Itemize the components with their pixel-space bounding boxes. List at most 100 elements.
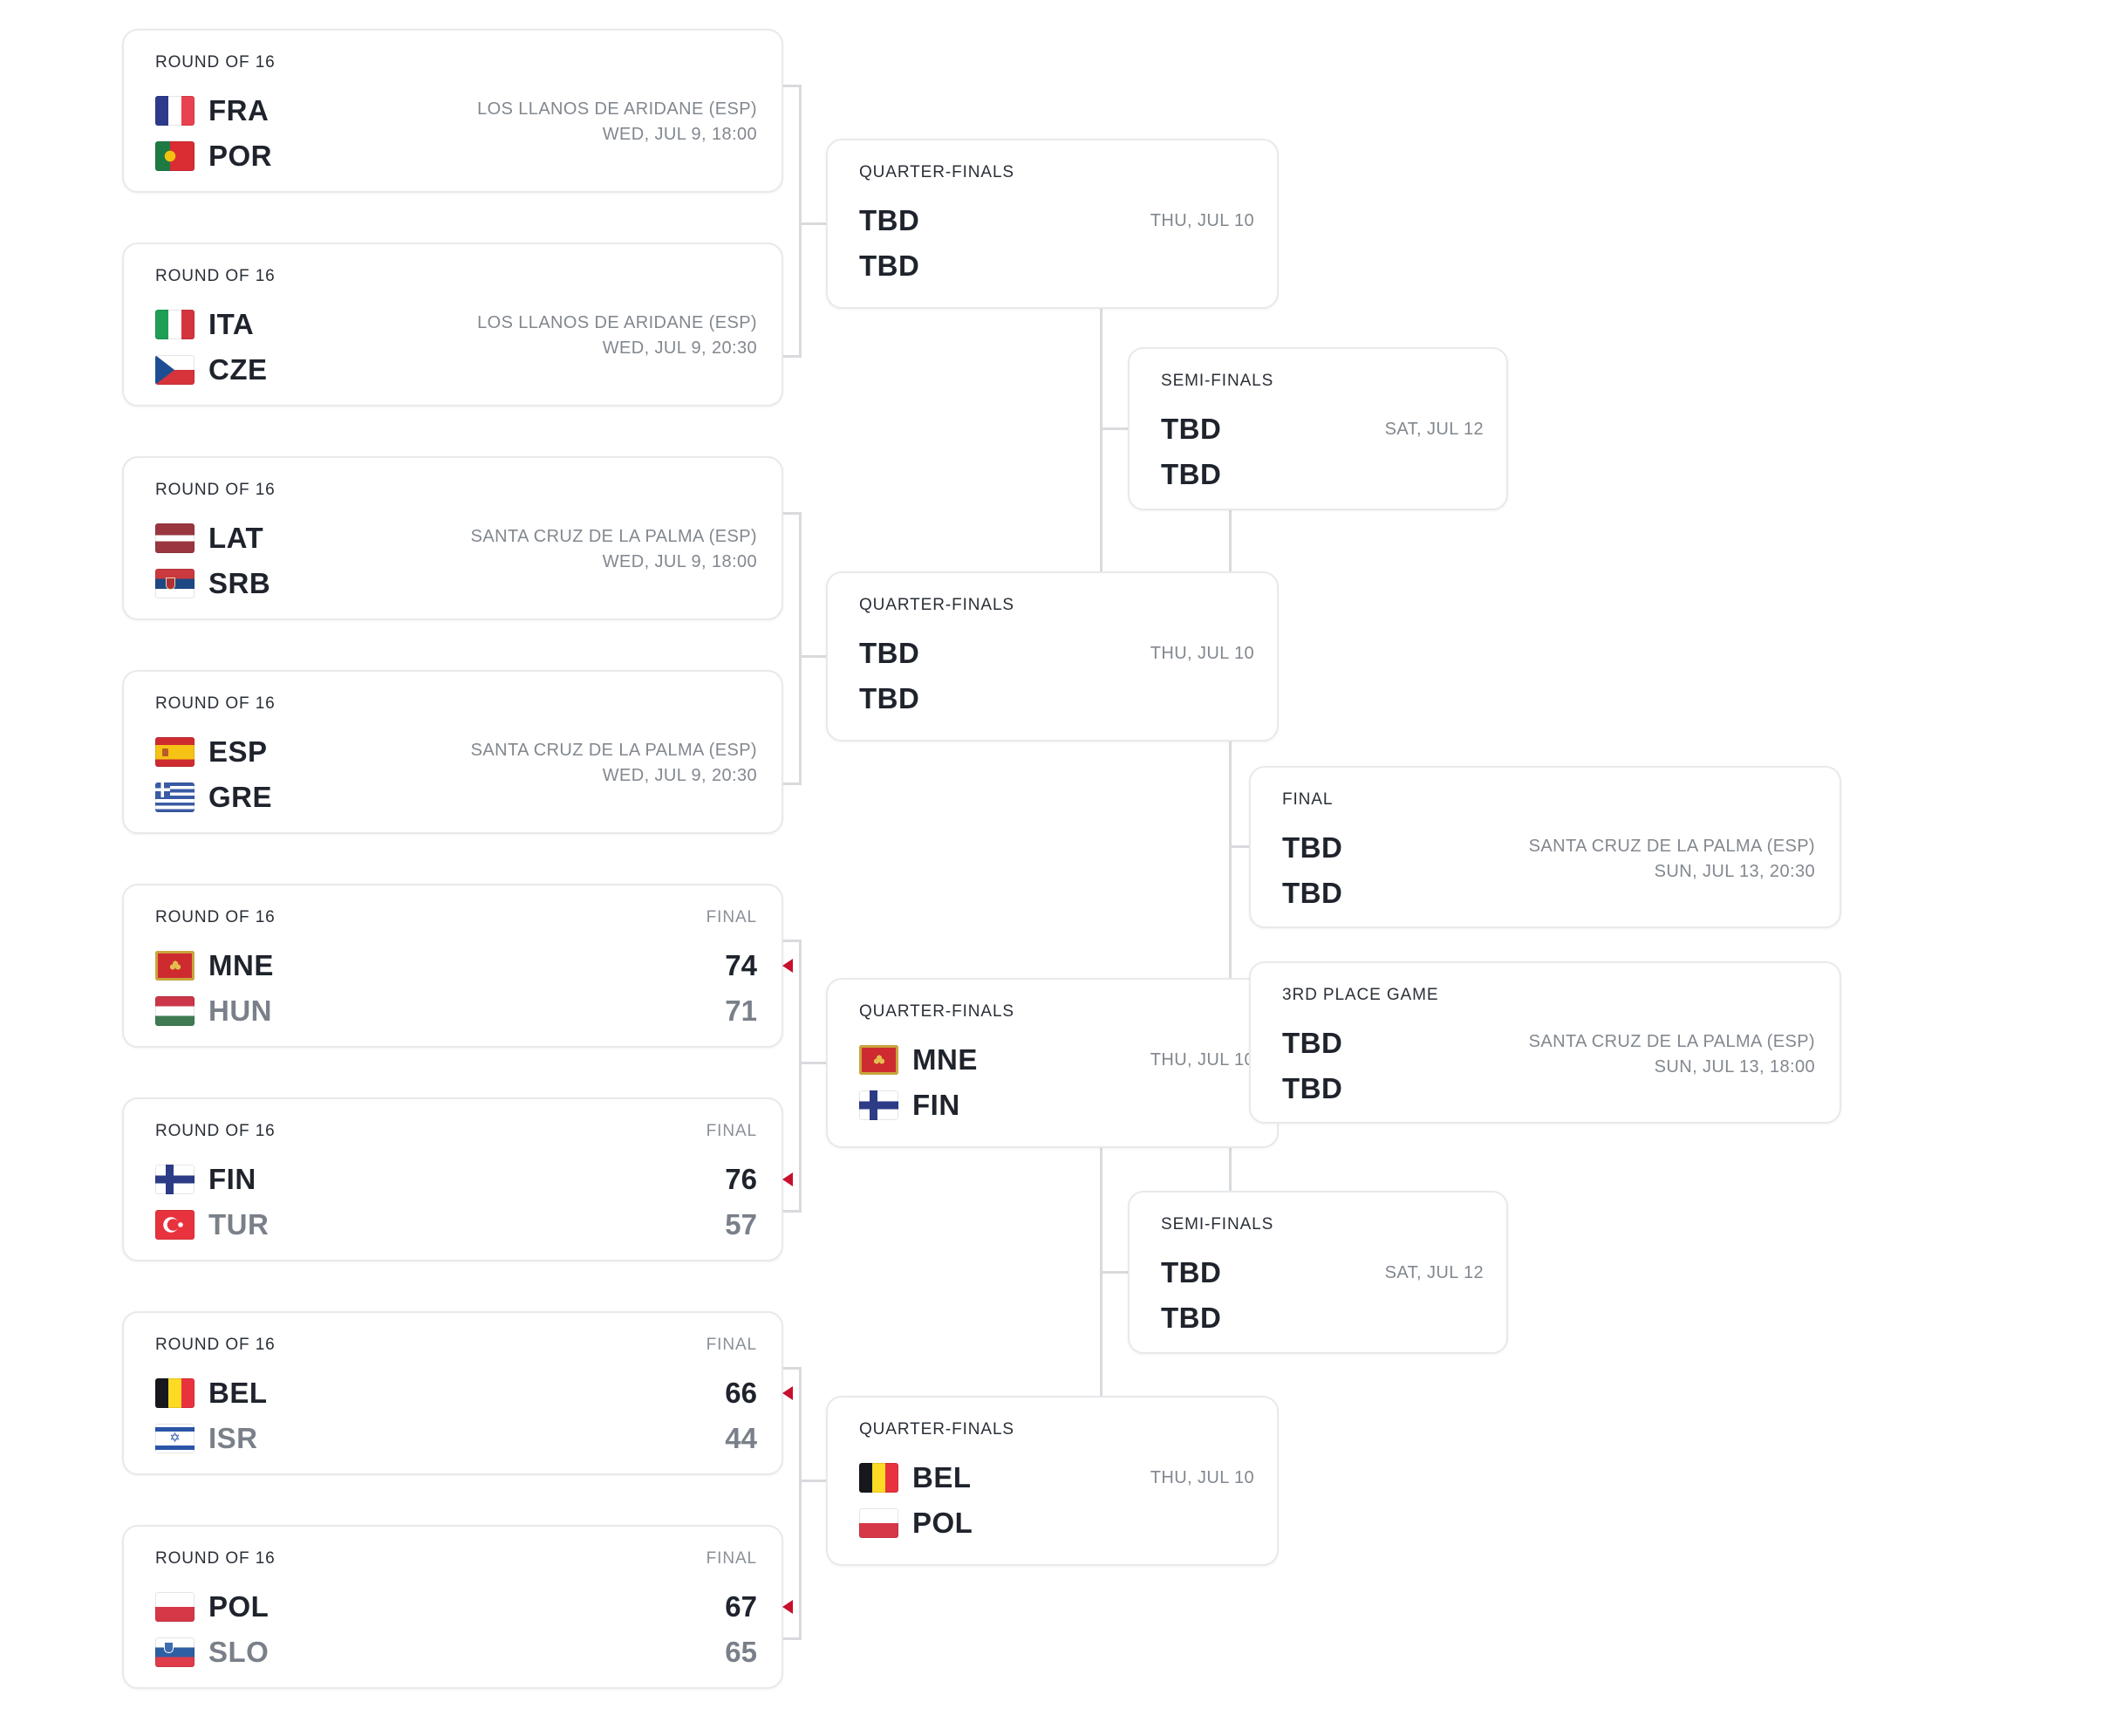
lat-flag-icon bbox=[155, 523, 195, 553]
team-code: POL bbox=[912, 1507, 973, 1539]
team-code: TBD bbox=[859, 637, 920, 669]
team-code: SRB bbox=[208, 567, 271, 599]
team-row: FIN bbox=[859, 1088, 1253, 1123]
team-row: CZE bbox=[155, 352, 757, 387]
stage-label: QUARTER-FINALS bbox=[859, 1002, 1014, 1021]
team-row: TBD bbox=[1282, 876, 1815, 911]
fra-flag-icon bbox=[155, 96, 195, 126]
match-card-r16-fra-por[interactable]: ROUND OF 16 FRA POR LOS LLANOS DE ARIDAN… bbox=[122, 29, 783, 193]
venue-label: LOS LLANOS DE ARIDANE (ESP) bbox=[477, 313, 757, 332]
isr-flag-icon bbox=[155, 1424, 195, 1453]
datetime-label: SUN, JUL 13, 20:30 bbox=[1654, 862, 1815, 881]
team-code: TBD bbox=[1161, 413, 1222, 445]
team-code: FIN bbox=[912, 1089, 960, 1121]
team-row: TBD bbox=[1161, 457, 1482, 492]
team-row: TBD bbox=[859, 249, 1253, 284]
connector-line bbox=[1100, 427, 1128, 430]
venue-label: SANTA CRUZ DE LA PALMA (ESP) bbox=[470, 741, 757, 760]
connector-line bbox=[783, 1367, 802, 1370]
status-label: FINAL bbox=[706, 1122, 757, 1140]
stage-label: 3RD PLACE GAME bbox=[1282, 986, 1439, 1004]
match-card-r16-bel-isr[interactable]: ROUND OF 16 FINAL BEL 66 ISR 44 bbox=[122, 1311, 793, 1475]
match-card-r16-fin-tur[interactable]: ROUND OF 16 FINAL FIN 76 TUR 57 bbox=[122, 1097, 793, 1261]
match-meta: SANTA CRUZ DE LA PALMA (ESP) WED, JUL 9,… bbox=[471, 738, 757, 789]
status-label: FINAL bbox=[706, 1549, 757, 1568]
team-code: POL bbox=[208, 1590, 270, 1623]
team-row: TBD bbox=[1161, 1301, 1482, 1336]
stage-label: QUARTER-FINALS bbox=[859, 596, 1014, 614]
team-code: MNE bbox=[912, 1043, 978, 1076]
team-row-winner: FIN 76 bbox=[155, 1162, 757, 1197]
match-card-r16-mne-hun[interactable]: ROUND OF 16 FINAL MNE 74 HUN 71 bbox=[122, 884, 793, 1048]
match-card-qf-4[interactable]: QUARTER-FINALS BEL POL THU, JUL 10 bbox=[826, 1396, 1279, 1566]
match-card-qf-1[interactable]: QUARTER-FINALS TBD TBD THU, JUL 10 bbox=[826, 139, 1279, 309]
match-card-r16-pol-slo[interactable]: ROUND OF 16 FINAL POL 67 SLO 65 bbox=[122, 1525, 793, 1689]
team-code: MNE bbox=[208, 949, 274, 981]
stage-label: QUARTER-FINALS bbox=[859, 163, 1014, 181]
team-row: TBD bbox=[859, 203, 1253, 238]
team-row: LAT bbox=[155, 521, 757, 556]
team-code: BEL bbox=[912, 1461, 972, 1493]
datetime-label: THU, JUL 10 bbox=[1150, 1049, 1254, 1070]
ita-flag-icon bbox=[155, 310, 195, 339]
datetime-label: WED, JUL 9, 18:00 bbox=[602, 125, 757, 144]
match-card-r16-ita-cze[interactable]: ROUND OF 16 ITA CZE LOS LLANOS DE ARIDAN… bbox=[122, 243, 783, 407]
pol-flag-icon bbox=[859, 1508, 898, 1538]
tur-flag-icon bbox=[155, 1210, 195, 1240]
datetime-label: THU, JUL 10 bbox=[1150, 643, 1254, 663]
connector-line bbox=[1100, 1271, 1128, 1274]
match-card-final[interactable]: FINAL TBD TBD SANTA CRUZ DE LA PALMA (ES… bbox=[1249, 766, 1841, 928]
status-label: FINAL bbox=[706, 908, 757, 926]
team-score: 44 bbox=[725, 1422, 757, 1454]
match-card-third-place[interactable]: 3RD PLACE GAME TBD TBD SANTA CRUZ DE LA … bbox=[1249, 961, 1841, 1124]
connector-line bbox=[799, 1367, 802, 1640]
team-code: FRA bbox=[208, 94, 270, 126]
team-code: SLO bbox=[208, 1636, 270, 1668]
stage-label: ROUND OF 16 bbox=[155, 481, 276, 499]
winner-arrow-icon bbox=[782, 1386, 793, 1400]
team-row: ITA bbox=[155, 307, 757, 342]
team-code: TBD bbox=[859, 682, 920, 714]
status-label: FINAL bbox=[706, 1336, 757, 1354]
match-card-r16-lat-srb[interactable]: ROUND OF 16 LAT SRB SANTA CRUZ DE LA PAL… bbox=[122, 456, 783, 620]
datetime-label: WED, JUL 9, 20:30 bbox=[602, 766, 757, 785]
match-card-qf-2[interactable]: QUARTER-FINALS TBD TBD THU, JUL 10 bbox=[826, 571, 1279, 742]
connector-line bbox=[783, 355, 802, 358]
connector-line bbox=[802, 1062, 826, 1064]
venue-label: SANTA CRUZ DE LA PALMA (ESP) bbox=[1528, 1032, 1815, 1051]
match-card-qf-3[interactable]: QUARTER-FINALS MNE FIN THU, JUL 10 bbox=[826, 978, 1279, 1148]
connector-line bbox=[802, 222, 826, 225]
team-code: POR bbox=[208, 140, 273, 172]
team-row: TBD bbox=[1282, 1071, 1815, 1106]
team-code: TBD bbox=[859, 204, 920, 236]
team-code: TBD bbox=[1282, 877, 1343, 909]
gre-flag-icon bbox=[155, 783, 195, 812]
por-flag-icon bbox=[155, 141, 195, 171]
team-code: CZE bbox=[208, 353, 268, 386]
stage-label: FINAL bbox=[1282, 790, 1334, 809]
winner-arrow-icon bbox=[782, 1172, 793, 1186]
match-card-r16-esp-gre[interactable]: ROUND OF 16 ESP GRE SANTA CRUZ DE LA PAL… bbox=[122, 670, 783, 834]
team-row: SRB bbox=[155, 566, 757, 601]
venue-label: SANTA CRUZ DE LA PALMA (ESP) bbox=[1528, 837, 1815, 856]
mne-flag-icon bbox=[155, 951, 195, 981]
team-score: 76 bbox=[725, 1163, 757, 1195]
venue-label: SANTA CRUZ DE LA PALMA (ESP) bbox=[470, 527, 757, 546]
fin-flag-icon bbox=[859, 1090, 898, 1120]
stage-label: ROUND OF 16 bbox=[155, 1122, 276, 1140]
pol-flag-icon bbox=[155, 1592, 195, 1622]
match-meta: LOS LLANOS DE ARIDANE (ESP) WED, JUL 9, … bbox=[477, 97, 757, 147]
match-card-sf-2[interactable]: SEMI-FINALS TBD TBD SAT, JUL 12 bbox=[1128, 1191, 1508, 1354]
team-score: 74 bbox=[725, 949, 757, 981]
match-card-sf-1[interactable]: SEMI-FINALS TBD TBD SAT, JUL 12 bbox=[1128, 347, 1508, 510]
winner-arrow-icon bbox=[782, 1600, 793, 1614]
bel-flag-icon bbox=[155, 1378, 195, 1408]
srb-flag-icon bbox=[155, 569, 195, 598]
team-row: TBD bbox=[1161, 1255, 1482, 1290]
team-code: LAT bbox=[208, 522, 264, 554]
connector-line bbox=[1100, 309, 1102, 571]
team-row: FRA bbox=[155, 93, 757, 128]
team-row: TBD bbox=[859, 681, 1253, 716]
team-row: HUN 71 bbox=[155, 994, 757, 1029]
